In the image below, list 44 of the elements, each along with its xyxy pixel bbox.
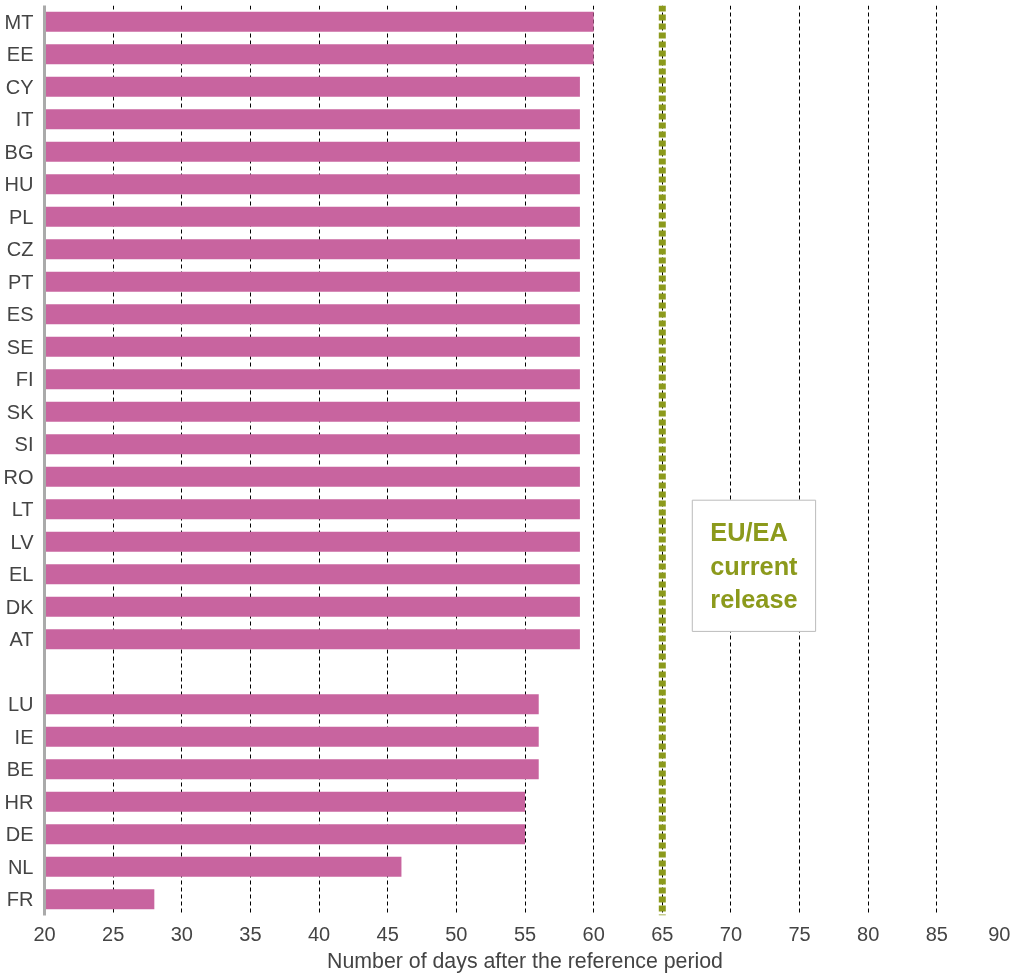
x-axis-title: Number of days after the reference period (327, 948, 723, 973)
y-tick-label: CZ (6, 238, 34, 261)
y-tick-label: DE (5, 823, 34, 846)
y-tick-label: SE (6, 335, 34, 358)
x-tick-label: 20 (33, 922, 56, 945)
x-tick-label: 35 (239, 922, 262, 945)
y-tick-label: SI (14, 433, 34, 456)
y-tick-label: FI (15, 368, 34, 391)
x-tick-label: 85 (925, 922, 948, 945)
x-tick-label: 80 (857, 922, 880, 945)
x-tick-label: 55 (513, 922, 537, 945)
x-tick-label: 75 (788, 922, 811, 945)
y-tick-label: IT (15, 108, 34, 131)
y-tick-label: LU (7, 693, 34, 716)
y-tick-label: LT (11, 498, 34, 521)
y-tick-label: NL (7, 855, 34, 878)
x-tick-label: 25 (102, 922, 125, 945)
x-tick-label: 70 (719, 922, 743, 945)
y-tick-label: HR (4, 790, 34, 813)
x-tick-label: 50 (445, 922, 468, 945)
y-tick-label: LV (10, 530, 35, 553)
x-tick-label: 30 (170, 922, 193, 945)
y-tick-label: EL (9, 563, 34, 586)
y-tick-label: PL (9, 205, 34, 228)
y-tick-label: AT (9, 628, 34, 651)
x-tick-label: 40 (307, 922, 331, 945)
y-tick-label: MT (4, 10, 34, 33)
y-tick-label: RO (3, 465, 34, 488)
x-tick-label: 65 (651, 922, 674, 945)
y-tick-label: ES (6, 303, 34, 326)
y-tick-label: CY (5, 75, 34, 98)
x-tick-label: 45 (376, 922, 399, 945)
y-tick-label: DK (5, 595, 35, 618)
x-tick-label: 90 (988, 922, 1011, 945)
y-tick-label: IE (14, 725, 34, 748)
y-tick-label: FR (6, 888, 34, 911)
y-tick-label: SK (6, 400, 35, 423)
y-tick-label: PT (7, 270, 34, 293)
x-tick-label: 60 (582, 922, 605, 945)
y-tick-label: EE (6, 43, 34, 66)
y-tick-label: BE (6, 758, 34, 781)
y-tick-label: HU (4, 173, 34, 196)
ref-line-label: EU/EA current release (710, 518, 799, 614)
y-tick-label: BG (4, 140, 34, 163)
